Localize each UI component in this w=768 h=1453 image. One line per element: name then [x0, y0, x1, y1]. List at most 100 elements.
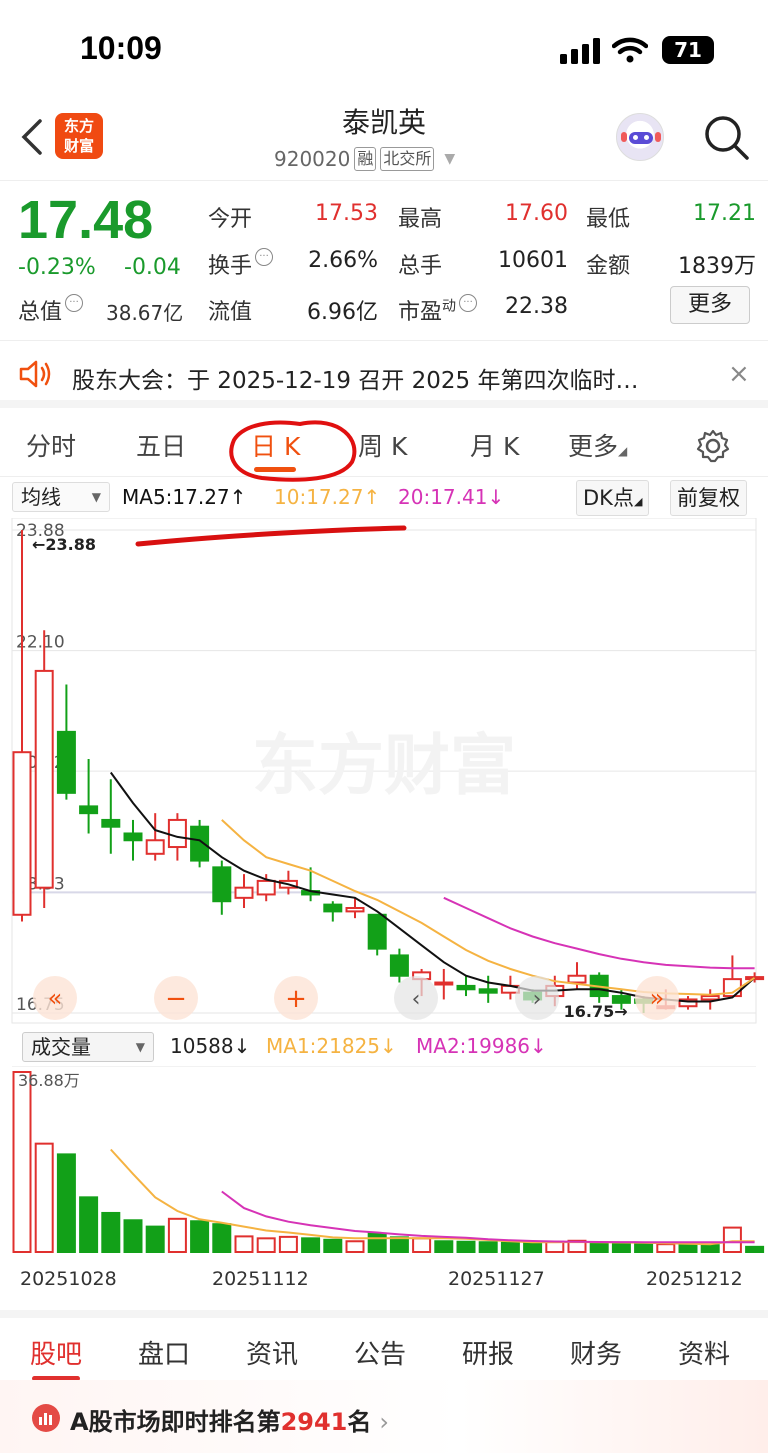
candle-down [56, 730, 76, 794]
volume-bar [123, 1219, 143, 1253]
tab-more[interactable]: 更多◢ [568, 427, 627, 463]
tab-order-book[interactable]: 盘口 [138, 1340, 191, 1370]
last-price: 17.48 [18, 190, 154, 250]
info-icon[interactable]: ··· [255, 248, 274, 266]
dropdown-triangle-icon: ▼ [444, 151, 456, 167]
clock: 10:09 [80, 30, 162, 66]
volume-bar [722, 1226, 742, 1253]
volume-info-bar: 成交量 ▼ 10588↓ MA1:21825↓ MA2:19986↓ [0, 1030, 768, 1066]
active-tab-underline [254, 467, 296, 472]
candle-up [145, 839, 165, 855]
volume-bar [56, 1153, 76, 1253]
step-right-button[interactable] [515, 976, 559, 1020]
volume-bars [12, 1071, 765, 1254]
pe-value: 22.38 [505, 294, 568, 319]
stock-subline[interactable]: 920020 融 北交所 ▼ [274, 147, 455, 171]
tab-five-day[interactable]: 五日 [136, 432, 187, 461]
volume-bar [412, 1237, 432, 1254]
chart-controls: « − + ‹ › » [33, 976, 679, 1020]
tab-weekly-k[interactable]: 周 K [358, 432, 408, 461]
volume-bar [456, 1240, 476, 1254]
candle-up [234, 886, 254, 899]
tab-daily-k[interactable]: 日 K [251, 432, 301, 461]
volume-ma2-line [221, 1190, 755, 1244]
open-value: 17.53 [315, 201, 378, 226]
market-rank-banner[interactable]: A股市场即时排名第2941名 › [0, 1380, 768, 1453]
tab-profile[interactable]: 资料 [678, 1340, 731, 1370]
date-label: 20251112 [212, 1268, 309, 1290]
high-value: 17.60 [505, 201, 568, 226]
candle-up [167, 818, 187, 849]
rank-chart-icon [32, 1404, 60, 1432]
tab-financials[interactable]: 财务 [570, 1340, 623, 1370]
tab-intraday[interactable]: 分时 [26, 432, 77, 461]
volume-moving-averages [110, 1148, 755, 1246]
volume-bar [345, 1240, 365, 1253]
step-left-button[interactable] [394, 976, 438, 1020]
quote-panel: 17.48 -0.23% -0.04 今开 17.53 最高 17.60 最低 … [0, 180, 768, 340]
double-left-icon: « [48, 984, 63, 1012]
volume-bar [745, 1245, 765, 1253]
scroll-left-button[interactable] [33, 976, 77, 1020]
volume-label: 总手 [398, 254, 443, 279]
candle-up [256, 879, 276, 896]
info-icon[interactable]: ··· [459, 294, 478, 312]
volume-bar [434, 1240, 454, 1253]
tab-more-label: 更多 [568, 432, 619, 461]
notice-banner[interactable]: 股东大会：于 2025-12-19 召开 2025 年第四次临时… × [0, 340, 768, 408]
rank-suffix: 名 [347, 1408, 372, 1436]
forward-adjust-button[interactable]: 前复权 [670, 480, 747, 516]
assistant-robot-icon[interactable] [616, 113, 664, 161]
volume-bar [611, 1242, 631, 1253]
volume-select[interactable]: 成交量 ▼ [22, 1032, 154, 1062]
zoom-out-button[interactable] [154, 976, 198, 1020]
back-arrow-icon[interactable] [18, 117, 48, 157]
volume-bar [301, 1237, 321, 1254]
open-label: 今开 [208, 207, 253, 232]
tab-forum[interactable]: 股吧 [30, 1340, 83, 1370]
tab-monthly-k[interactable]: 月 K [470, 432, 520, 461]
change-amount: -0.04 [124, 255, 181, 280]
volume-bar [278, 1235, 298, 1253]
ma-info-bar: 均线 ▼ MA5:17.27↑ 10:17.27↑ 20:17.41↓ DK点◢ … [0, 478, 768, 518]
total-value-label[interactable]: 总值 ··· [18, 294, 84, 326]
close-icon[interactable]: × [728, 359, 750, 389]
tab-news[interactable]: 资讯 [246, 1340, 299, 1370]
indicator-select[interactable]: 均线 ▼ [12, 482, 110, 512]
search-icon[interactable] [702, 113, 750, 161]
zoom-in-button[interactable] [274, 976, 318, 1020]
more-quote-button[interactable]: 更多 [670, 286, 750, 324]
settings-gear-icon[interactable] [696, 429, 730, 463]
change-percent: -0.23% [18, 255, 96, 280]
volume-chart[interactable]: 36.88万 [0, 1066, 768, 1262]
turnover-label-text: 换手 [208, 254, 253, 279]
candle-down [190, 825, 210, 862]
volume-bar [389, 1236, 409, 1253]
turnover-label[interactable]: 换手 ··· [208, 248, 274, 280]
dk-point-button[interactable]: DK点◢ [576, 480, 650, 516]
candle-down [101, 818, 121, 828]
volume-bar [167, 1217, 187, 1253]
price-tick-label: 23.88 [16, 521, 65, 541]
volume-bar [700, 1244, 720, 1253]
volume-bar [589, 1241, 609, 1254]
tab-announcements[interactable]: 公告 [354, 1340, 407, 1370]
ma5-value: MA5:17.27↑ [122, 485, 247, 509]
pe-dynamic-mark: 动 [442, 298, 457, 315]
high-label: 最高 [398, 207, 443, 232]
low-value: 17.21 [693, 201, 756, 226]
price-tick-label: 22.10 [16, 633, 65, 653]
volume-value: 10601 [498, 248, 568, 273]
ma20-line [443, 896, 755, 970]
candle-up [345, 907, 365, 913]
pe-label[interactable]: 市盈动 ··· [398, 294, 478, 326]
scroll-right-button[interactable] [635, 976, 679, 1020]
tab-research[interactable]: 研报 [462, 1340, 515, 1370]
volume-bar [101, 1211, 121, 1254]
info-icon[interactable]: ··· [65, 294, 84, 312]
volume-value: 10588↓ [170, 1034, 251, 1058]
date-axis: 20251028 20251112 20251127 20251212 [0, 1262, 768, 1302]
double-right-icon: » [650, 984, 665, 1012]
pe-label-text: 市盈 [398, 300, 443, 325]
